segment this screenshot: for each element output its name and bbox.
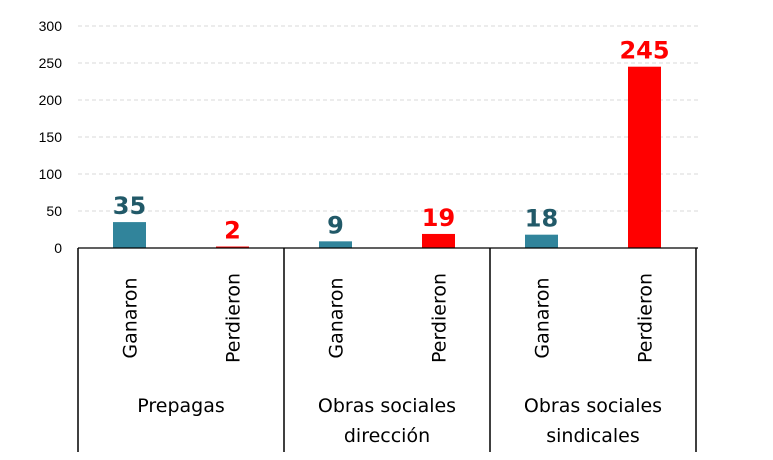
category-label: Ganaron bbox=[120, 277, 142, 358]
bars bbox=[113, 66, 661, 248]
category-label: Ganaron bbox=[326, 277, 348, 358]
data-labels: 35 2 9 19 18 245 bbox=[113, 37, 670, 245]
group-label: Obras sociales bbox=[318, 395, 456, 417]
y-tick-label: 100 bbox=[39, 166, 63, 182]
group-label: dirección bbox=[344, 425, 430, 447]
data-label: 18 bbox=[525, 205, 558, 233]
category-label: Perdieron bbox=[429, 273, 451, 363]
x-axis: Ganaron Perdieron Prepagas Ganaron Perdieron… bbox=[77, 247, 698, 452]
y-tick-label: 50 bbox=[46, 203, 62, 219]
y-axis: 0 50 100 150 200 250 300 bbox=[39, 18, 63, 256]
y-tick-label: 0 bbox=[54, 240, 62, 256]
bar-ganaron bbox=[525, 234, 558, 248]
y-tick-label: 200 bbox=[39, 92, 63, 108]
y-tick-label: 250 bbox=[39, 55, 63, 71]
bar-ganaron bbox=[319, 241, 352, 248]
data-label: 35 bbox=[113, 192, 146, 220]
bar-perdieron bbox=[628, 66, 661, 248]
group-label: Obras sociales bbox=[524, 395, 662, 417]
group-label: sindicales bbox=[546, 425, 640, 447]
group-label: Prepagas bbox=[137, 395, 225, 417]
gridlines bbox=[78, 25, 698, 212]
bar-perdieron bbox=[422, 233, 455, 248]
category-label: Perdieron bbox=[635, 273, 657, 363]
bar-perdieron bbox=[216, 246, 249, 248]
category-label: Perdieron bbox=[223, 273, 245, 363]
data-label: 9 bbox=[327, 211, 344, 239]
category-label: Ganaron bbox=[532, 277, 554, 358]
data-label: 245 bbox=[619, 37, 669, 65]
y-tick-label: 300 bbox=[39, 18, 63, 34]
data-label: 2 bbox=[224, 217, 241, 245]
bar-ganaron bbox=[113, 222, 146, 248]
data-label: 19 bbox=[422, 204, 455, 232]
y-tick-label: 150 bbox=[39, 129, 63, 145]
